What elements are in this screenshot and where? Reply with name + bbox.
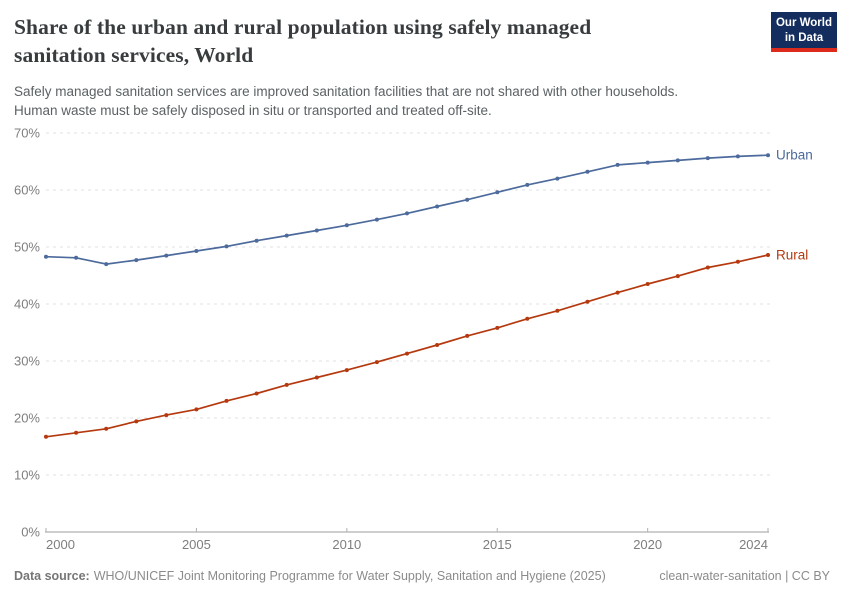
urban-point [615, 162, 620, 167]
rural-point [224, 398, 229, 403]
rural-point [705, 265, 710, 270]
chart-subtitle: Safely managed sanitation services are i… [14, 84, 679, 118]
urban-point [104, 262, 109, 267]
rural-line [45, 254, 769, 438]
urban-point [374, 217, 379, 222]
y-tick-label: 20% [14, 411, 40, 426]
x-tick-label: 2010 [332, 537, 361, 552]
urban-point [284, 233, 289, 238]
urban-point [194, 249, 199, 253]
rural-point [194, 407, 199, 412]
urban-point [164, 253, 169, 258]
license-text: clean-water-sanitation | CC BY [659, 569, 830, 583]
urban-point [405, 211, 409, 216]
rural-point [284, 382, 289, 387]
rural-point [465, 333, 470, 338]
rural-point [44, 434, 48, 439]
rural-point [525, 316, 530, 321]
data-source: Data source: WHO/UNICEF Joint Monitoring … [14, 568, 606, 584]
rural-point [735, 259, 740, 264]
rural-point [615, 290, 620, 295]
rural-point [495, 325, 500, 330]
x-tick-label: 2020 [633, 537, 662, 552]
rural-point [164, 413, 169, 418]
y-tick-label: 40% [14, 297, 40, 312]
y-tick-label: 10% [14, 468, 40, 483]
urban-point [44, 254, 48, 259]
urban-point [314, 228, 319, 233]
urban-point [525, 182, 530, 187]
rural-point [435, 343, 440, 347]
rural-point [74, 430, 79, 435]
rural-point [766, 253, 770, 257]
data-source-text: WHO/UNICEF Joint Monitoring Programme fo… [93, 569, 606, 583]
owid-logo[interactable]: Our World in Data [771, 12, 837, 52]
rural-point [405, 351, 409, 356]
urban-point [766, 153, 770, 158]
urban-point [435, 204, 440, 209]
urban-point [134, 258, 139, 263]
urban-point [705, 156, 710, 161]
rural-point [374, 360, 379, 365]
urban-point [495, 190, 500, 195]
y-tick-label: 60% [14, 183, 40, 198]
series-label-rural: Rural [776, 247, 808, 262]
y-tick-label: 30% [14, 354, 40, 369]
y-tick-label: 0% [21, 525, 40, 540]
rural-point [254, 391, 259, 396]
rural-point [585, 299, 590, 304]
urban-point [735, 154, 740, 159]
series-label-urban: Urban [776, 148, 813, 163]
rural-point [675, 274, 680, 279]
y-tick-label: 50% [14, 240, 40, 255]
urban-point [555, 176, 560, 181]
urban-point [585, 169, 590, 174]
urban-point [74, 255, 79, 260]
x-tick-label: 2005 [182, 537, 211, 552]
urban-point [675, 158, 680, 163]
data-source-label: Data source: [14, 569, 90, 583]
urban-point [645, 160, 650, 165]
y-tick-label: 70% [14, 126, 40, 141]
urban-point [344, 223, 349, 228]
urban-point [224, 244, 229, 249]
urban-point [254, 238, 259, 243]
x-tick-label: 2024 [739, 537, 768, 552]
rural-point [134, 419, 139, 424]
rural-point [645, 282, 650, 286]
rural-point [344, 368, 349, 373]
rural-point [314, 375, 319, 380]
urban-line [45, 154, 769, 265]
urban-point [465, 197, 470, 202]
x-tick-label: 2000 [46, 537, 75, 552]
rural-point [104, 426, 109, 431]
rural-point [555, 308, 560, 313]
page-title: Share of the urban and rural population … [14, 15, 592, 67]
x-tick-label: 2015 [483, 537, 512, 552]
chart-footer: Data source: WHO/UNICEF Joint Monitoring … [14, 568, 830, 584]
